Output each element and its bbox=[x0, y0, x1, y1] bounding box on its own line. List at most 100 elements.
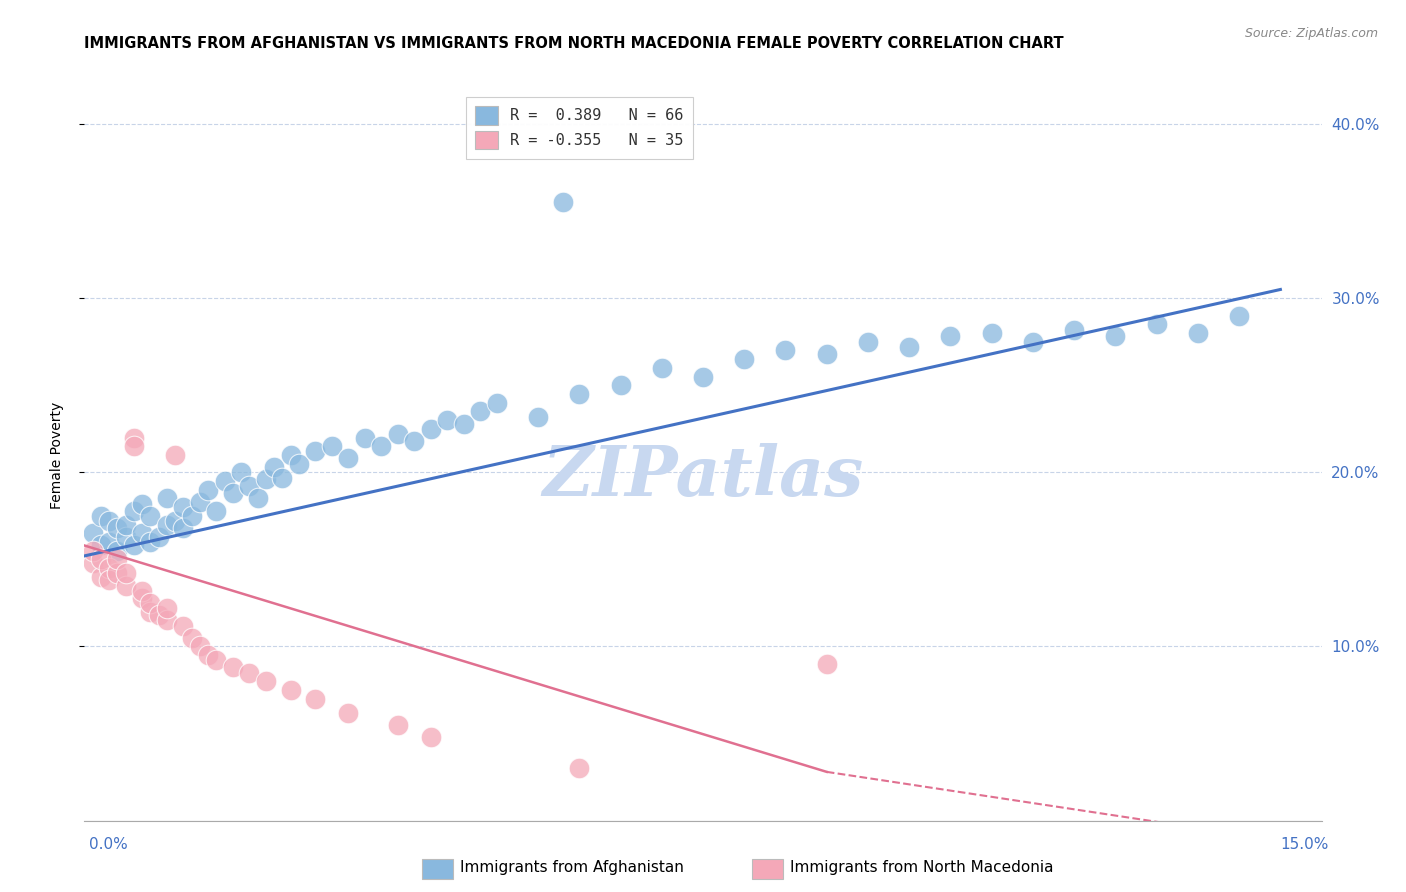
Point bbox=[114, 530, 136, 544]
Point bbox=[280, 683, 302, 698]
Text: Source: ZipAtlas.com: Source: ZipAtlas.com bbox=[1244, 27, 1378, 40]
Point bbox=[1146, 318, 1168, 332]
Point bbox=[148, 530, 170, 544]
Point bbox=[156, 613, 179, 627]
Point bbox=[165, 448, 187, 462]
Point bbox=[1063, 322, 1085, 336]
Point bbox=[214, 474, 236, 488]
Point bbox=[609, 378, 631, 392]
Point bbox=[238, 665, 260, 680]
Point bbox=[82, 526, 104, 541]
Point bbox=[387, 427, 409, 442]
Point bbox=[568, 387, 591, 401]
Point bbox=[370, 439, 392, 453]
Point bbox=[156, 601, 179, 615]
Point bbox=[82, 543, 104, 558]
Point bbox=[337, 451, 360, 466]
Point bbox=[98, 574, 121, 588]
Point bbox=[105, 521, 128, 535]
Point bbox=[453, 417, 475, 431]
Point bbox=[419, 422, 441, 436]
Point bbox=[131, 591, 153, 605]
Point bbox=[568, 761, 591, 775]
Point bbox=[90, 508, 112, 523]
Point bbox=[188, 495, 211, 509]
Point bbox=[1187, 326, 1209, 340]
Point bbox=[139, 596, 162, 610]
Point bbox=[188, 640, 211, 654]
Point bbox=[775, 343, 797, 358]
Point bbox=[205, 653, 228, 667]
Point bbox=[1022, 334, 1045, 349]
Point bbox=[222, 660, 245, 674]
Point bbox=[527, 409, 550, 424]
Point bbox=[105, 552, 128, 566]
Point bbox=[105, 566, 128, 581]
Point bbox=[122, 430, 145, 444]
Point bbox=[180, 508, 202, 523]
Point bbox=[131, 583, 153, 598]
Point bbox=[815, 347, 838, 361]
Point bbox=[122, 439, 145, 453]
Point bbox=[156, 491, 179, 506]
Point bbox=[815, 657, 838, 671]
Point bbox=[321, 439, 343, 453]
Point bbox=[139, 605, 162, 619]
Point bbox=[205, 503, 228, 517]
Point bbox=[271, 470, 294, 484]
Point bbox=[172, 521, 194, 535]
Point bbox=[114, 578, 136, 592]
Point bbox=[229, 466, 252, 480]
Point bbox=[263, 460, 285, 475]
Point bbox=[980, 326, 1002, 340]
Point bbox=[898, 340, 921, 354]
Point bbox=[387, 718, 409, 732]
Point bbox=[337, 706, 360, 720]
Point bbox=[288, 457, 311, 471]
Point bbox=[304, 691, 326, 706]
Point bbox=[98, 561, 121, 575]
Point bbox=[148, 608, 170, 623]
Point bbox=[254, 674, 277, 689]
Point bbox=[90, 570, 112, 584]
Point bbox=[470, 404, 492, 418]
Legend: R =  0.389   N = 66, R = -0.355   N = 35: R = 0.389 N = 66, R = -0.355 N = 35 bbox=[465, 97, 693, 159]
Point bbox=[98, 535, 121, 549]
Point bbox=[90, 539, 112, 553]
Text: 15.0%: 15.0% bbox=[1281, 837, 1329, 852]
Point bbox=[82, 556, 104, 570]
Point bbox=[856, 334, 879, 349]
Text: 0.0%: 0.0% bbox=[89, 837, 128, 852]
Point bbox=[197, 483, 219, 497]
Text: ZIPatlas: ZIPatlas bbox=[543, 443, 863, 510]
Y-axis label: Female Poverty: Female Poverty bbox=[49, 401, 63, 508]
Point bbox=[139, 535, 162, 549]
Point bbox=[1227, 309, 1250, 323]
Text: IMMIGRANTS FROM AFGHANISTAN VS IMMIGRANTS FROM NORTH MACEDONIA FEMALE POVERTY CO: IMMIGRANTS FROM AFGHANISTAN VS IMMIGRANT… bbox=[84, 36, 1064, 51]
Point bbox=[131, 497, 153, 511]
Point bbox=[114, 566, 136, 581]
Point bbox=[98, 514, 121, 528]
Point bbox=[172, 618, 194, 632]
Point bbox=[353, 430, 375, 444]
Point bbox=[114, 517, 136, 532]
Point bbox=[165, 514, 187, 528]
Point bbox=[939, 329, 962, 343]
Point bbox=[733, 352, 755, 367]
Point bbox=[156, 517, 179, 532]
Point bbox=[238, 479, 260, 493]
Point bbox=[651, 360, 673, 375]
Text: Immigrants from Afghanistan: Immigrants from Afghanistan bbox=[460, 861, 683, 875]
Point bbox=[139, 508, 162, 523]
Point bbox=[122, 503, 145, 517]
Point bbox=[122, 539, 145, 553]
Point bbox=[180, 631, 202, 645]
Point bbox=[90, 552, 112, 566]
Point bbox=[551, 195, 574, 210]
Point bbox=[404, 434, 426, 448]
Point bbox=[692, 369, 714, 384]
Point bbox=[172, 500, 194, 515]
Point bbox=[105, 543, 128, 558]
Point bbox=[1104, 329, 1126, 343]
Text: Immigrants from North Macedonia: Immigrants from North Macedonia bbox=[790, 861, 1053, 875]
